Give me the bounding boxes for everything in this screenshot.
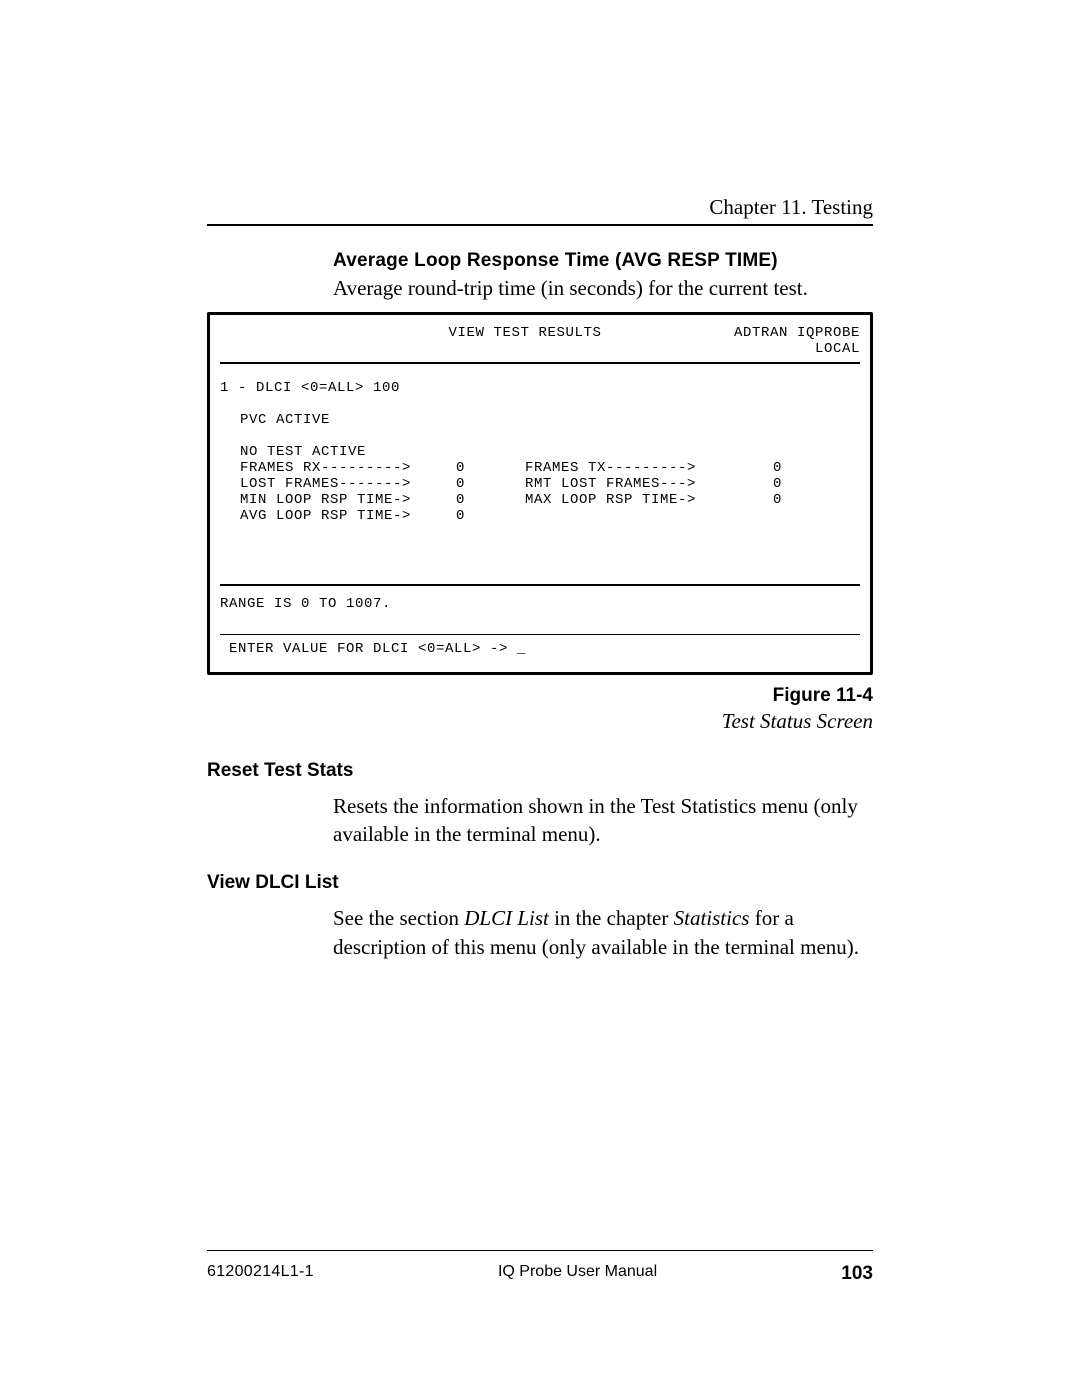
page-footer: 61200214L1-1 IQ Probe User Manual 103 [207,1250,873,1285]
terminal-rule-2 [220,584,860,586]
range-line: RANGE IS 0 TO 1007. [220,596,860,612]
footer-rule [207,1250,873,1251]
terminal-rule-3 [220,634,860,635]
footer-page-number: 103 [841,1263,873,1285]
max-loop-value: 0 [710,492,782,508]
page: Chapter 11. Testing Average Loop Respons… [0,0,1080,1397]
avg-loop-value: 0 [425,508,465,524]
avg-resp-time-heading: Average Loop Response Time (AVG RESP TIM… [333,250,873,272]
max-loop-label: MAX LOOP RSP TIME-> [525,492,710,508]
view-dlci-text-1: See the section [333,906,464,930]
prompt-line: ENTER VALUE FOR DLCI <0=ALL> -> _ [220,641,860,657]
reset-test-stats-para: Resets the information shown in the Test… [207,792,873,849]
dlci-line: 1 - DLCI <0=ALL> 100 [220,380,860,396]
statistics-italic: Statistics [674,906,750,930]
footer-doc-number: 61200214L1-1 [207,1263,314,1285]
frames-tx-label: FRAMES TX---------> [525,460,710,476]
chapter-header: Chapter 11. Testing [207,195,873,220]
frames-rx-value: 0 [425,460,465,476]
stats-grid: FRAMES RX---------> 0 FRAMES TX---------… [240,460,860,524]
view-dlci-list-heading: View DLCI List [207,872,873,894]
min-loop-label: MIN LOOP RSP TIME-> [240,492,425,508]
figure-label: Figure 11-4 [207,685,873,707]
view-dlci-list-para: See the section DLCI List in the chapter… [207,904,873,961]
avg-resp-time-desc: Average round-trip time (in seconds) for… [333,274,873,302]
pvc-active-line: PVC ACTIVE [240,412,860,428]
terminal-local: LOCAL [815,341,860,357]
lost-frames-value: 0 [425,476,465,492]
frames-tx-value: 0 [710,460,782,476]
figure-title: Test Status Screen [207,709,873,734]
frames-rx-label: FRAMES RX---------> [240,460,425,476]
terminal-screenshot: VIEW TEST RESULTS ADTRAN IQPROBE LOCAL 1… [207,312,873,674]
no-test-active-line: NO TEST ACTIVE [240,444,860,460]
view-dlci-text-2: in the chapter [549,906,674,930]
rmt-lost-frames-label: RMT LOST FRAMES---> [525,476,710,492]
min-loop-value: 0 [425,492,465,508]
terminal-rule-1 [220,362,860,364]
reset-test-stats-heading: Reset Test Stats [207,760,873,782]
footer-manual-title: IQ Probe User Manual [498,1263,657,1285]
terminal-brand: ADTRAN IQPROBE [734,325,860,341]
header-rule [207,224,873,226]
dlci-list-italic: DLCI List [464,906,549,930]
avg-loop-label: AVG LOOP RSP TIME-> [240,508,425,524]
rmt-lost-frames-value: 0 [710,476,782,492]
lost-frames-label: LOST FRAMES-------> [240,476,425,492]
terminal-title: VIEW TEST RESULTS [340,325,710,357]
figure-caption: Figure 11-4 Test Status Screen [207,685,873,734]
